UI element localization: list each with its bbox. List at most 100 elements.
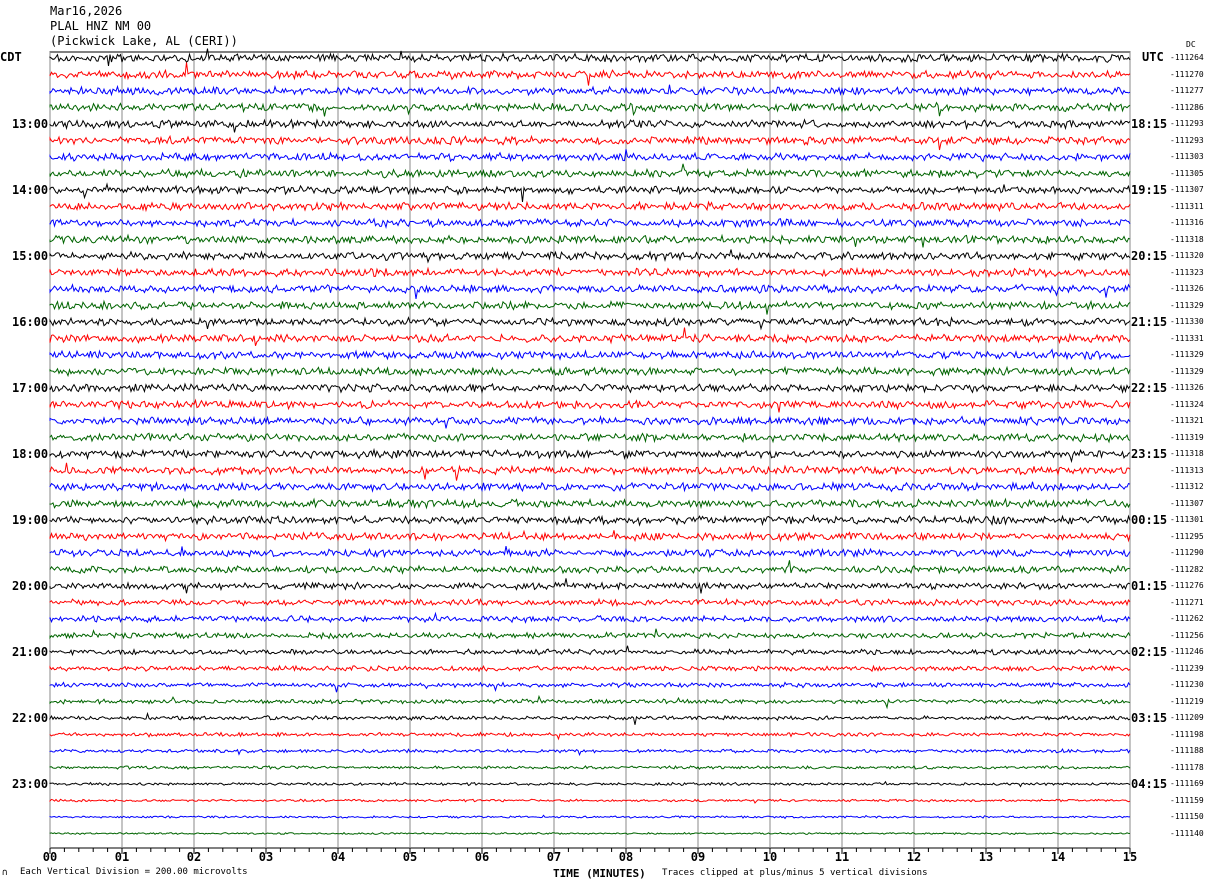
dc-offset-label: -111282 bbox=[1170, 564, 1204, 574]
dc-offset-label: -111329 bbox=[1170, 350, 1204, 359]
trace-line bbox=[49, 398, 1131, 413]
utc-hour-label: 03:15 bbox=[1131, 711, 1168, 725]
dc-offset-label: -111209 bbox=[1170, 713, 1204, 722]
x-tick-label: 12 bbox=[907, 850, 921, 864]
trace-line bbox=[49, 748, 1131, 757]
station-label: PLAL HNZ NM 00 bbox=[50, 19, 152, 33]
trace-line bbox=[49, 529, 1131, 543]
cdt-hour-label: 18:00 bbox=[12, 447, 49, 461]
trace-line bbox=[49, 149, 1131, 163]
dc-offset-label: -111276 bbox=[1170, 581, 1204, 590]
dc-offset-label: -111329 bbox=[1170, 300, 1204, 310]
trace-line bbox=[49, 316, 1131, 331]
scale-note: Each Vertical Division = 200.00 microvol… bbox=[20, 867, 248, 877]
dc-offset-label: -111264 bbox=[1170, 53, 1204, 62]
trace-line bbox=[49, 578, 1131, 594]
trace-line bbox=[49, 414, 1131, 429]
trace-line bbox=[49, 432, 1131, 444]
trace-line bbox=[49, 831, 1131, 836]
x-tick-label: 04 bbox=[331, 850, 345, 864]
dc-offset-label: -111246 bbox=[1170, 647, 1204, 656]
x-tick-label: 01 bbox=[115, 850, 129, 864]
clip-note: Traces clipped at plus/minus 5 vertical … bbox=[662, 868, 928, 878]
trace-line bbox=[49, 327, 1131, 346]
utc-hour-label: 22:15 bbox=[1131, 381, 1168, 395]
utc-hour-label: 02:15 bbox=[1131, 645, 1168, 659]
dc-offset-label: -111330 bbox=[1170, 317, 1204, 326]
trace-line bbox=[49, 101, 1131, 117]
trace-line bbox=[49, 217, 1131, 230]
trace-line bbox=[49, 694, 1131, 710]
dc-offset-label: -111307 bbox=[1170, 185, 1204, 194]
utc-hour-label: 21:15 bbox=[1131, 315, 1168, 329]
utc-hour-label: 19:15 bbox=[1131, 183, 1168, 197]
dc-offset-label: -111159 bbox=[1170, 795, 1204, 805]
trace-line bbox=[49, 611, 1131, 624]
x-tick-label: 10 bbox=[763, 850, 777, 864]
corner-mark: ∩ bbox=[2, 868, 8, 878]
trace-line bbox=[49, 497, 1131, 510]
x-tick-label: 09 bbox=[691, 850, 705, 864]
dc-offset-label: -111140 bbox=[1170, 828, 1204, 838]
dc-offset-label: -111312 bbox=[1170, 482, 1204, 491]
dc-offset-label: -111321 bbox=[1170, 416, 1204, 425]
plot-frame bbox=[49, 51, 1131, 849]
cdt-hour-label: 20:00 bbox=[12, 579, 49, 593]
dc-offset-label: -111198 bbox=[1170, 729, 1204, 739]
dc-offset-label: -111311 bbox=[1170, 201, 1204, 211]
dc-offset-label: -111313 bbox=[1170, 465, 1204, 475]
x-tick-label: 11 bbox=[835, 850, 849, 864]
x-tick-label: 14 bbox=[1051, 850, 1065, 864]
cdt-hour-label: 13:00 bbox=[12, 117, 49, 131]
trace-line bbox=[49, 645, 1131, 657]
x-tick-label: 02 bbox=[187, 850, 201, 864]
cdt-label: CDT bbox=[0, 50, 22, 64]
x-tick-label: 05 bbox=[403, 850, 417, 864]
trace-line bbox=[49, 299, 1131, 315]
dc-offset-label: -111326 bbox=[1170, 383, 1204, 392]
dc-offset-label: -111169 bbox=[1170, 779, 1204, 788]
dc-offset-label: -111262 bbox=[1170, 614, 1204, 623]
dc-offset-label: -111271 bbox=[1170, 597, 1204, 607]
dc-offset-label: -111293 bbox=[1170, 119, 1204, 128]
dc-offset-label: -111326 bbox=[1170, 284, 1204, 293]
utc-hour-label: 18:15 bbox=[1131, 117, 1168, 131]
dc-offset-label: -111316 bbox=[1170, 218, 1204, 227]
dc-offset-label: -111331 bbox=[1170, 333, 1204, 343]
dc-offset-label: -111256 bbox=[1170, 630, 1204, 640]
trace-line bbox=[49, 249, 1131, 264]
trace-line bbox=[49, 480, 1131, 493]
trace-line bbox=[49, 62, 1131, 86]
utc-hour-label: 20:15 bbox=[1131, 249, 1168, 263]
trace-line bbox=[49, 382, 1131, 394]
trace-line bbox=[49, 84, 1131, 97]
utc-label: UTC bbox=[1142, 50, 1164, 64]
trace-line bbox=[49, 283, 1131, 299]
utc-hour-label: 01:15 bbox=[1131, 579, 1168, 593]
trace-line bbox=[49, 764, 1131, 771]
dc-offset-label: -111150 bbox=[1170, 812, 1204, 821]
dc-offset-label: -111239 bbox=[1170, 663, 1204, 673]
x-tick-label: 08 bbox=[619, 850, 633, 864]
trace-line bbox=[49, 628, 1131, 640]
dc-offset-label: -111319 bbox=[1170, 432, 1204, 442]
cdt-hour-label: 15:00 bbox=[12, 249, 49, 263]
trace-line bbox=[49, 681, 1131, 693]
dc-offset-label: -111230 bbox=[1170, 680, 1204, 689]
trace-line bbox=[49, 560, 1131, 575]
x-axis-title: TIME (MINUTES) bbox=[553, 867, 646, 880]
dc-offset-label: -111323 bbox=[1170, 267, 1204, 277]
utc-hour-label: 23:15 bbox=[1131, 447, 1168, 461]
dc-offset-label: -111303 bbox=[1170, 152, 1204, 161]
trace-line bbox=[49, 462, 1131, 481]
x-tick-label: 06 bbox=[475, 850, 489, 864]
dc-offset-label: -111318 bbox=[1170, 234, 1204, 244]
x-tick-label: 00 bbox=[43, 850, 57, 864]
dc-offset-label: -111305 bbox=[1170, 168, 1204, 178]
trace-line bbox=[49, 348, 1131, 361]
cdt-hour-label: 23:00 bbox=[12, 777, 49, 791]
dc-offset-label: -111324 bbox=[1170, 399, 1204, 409]
trace-line bbox=[49, 48, 1131, 66]
